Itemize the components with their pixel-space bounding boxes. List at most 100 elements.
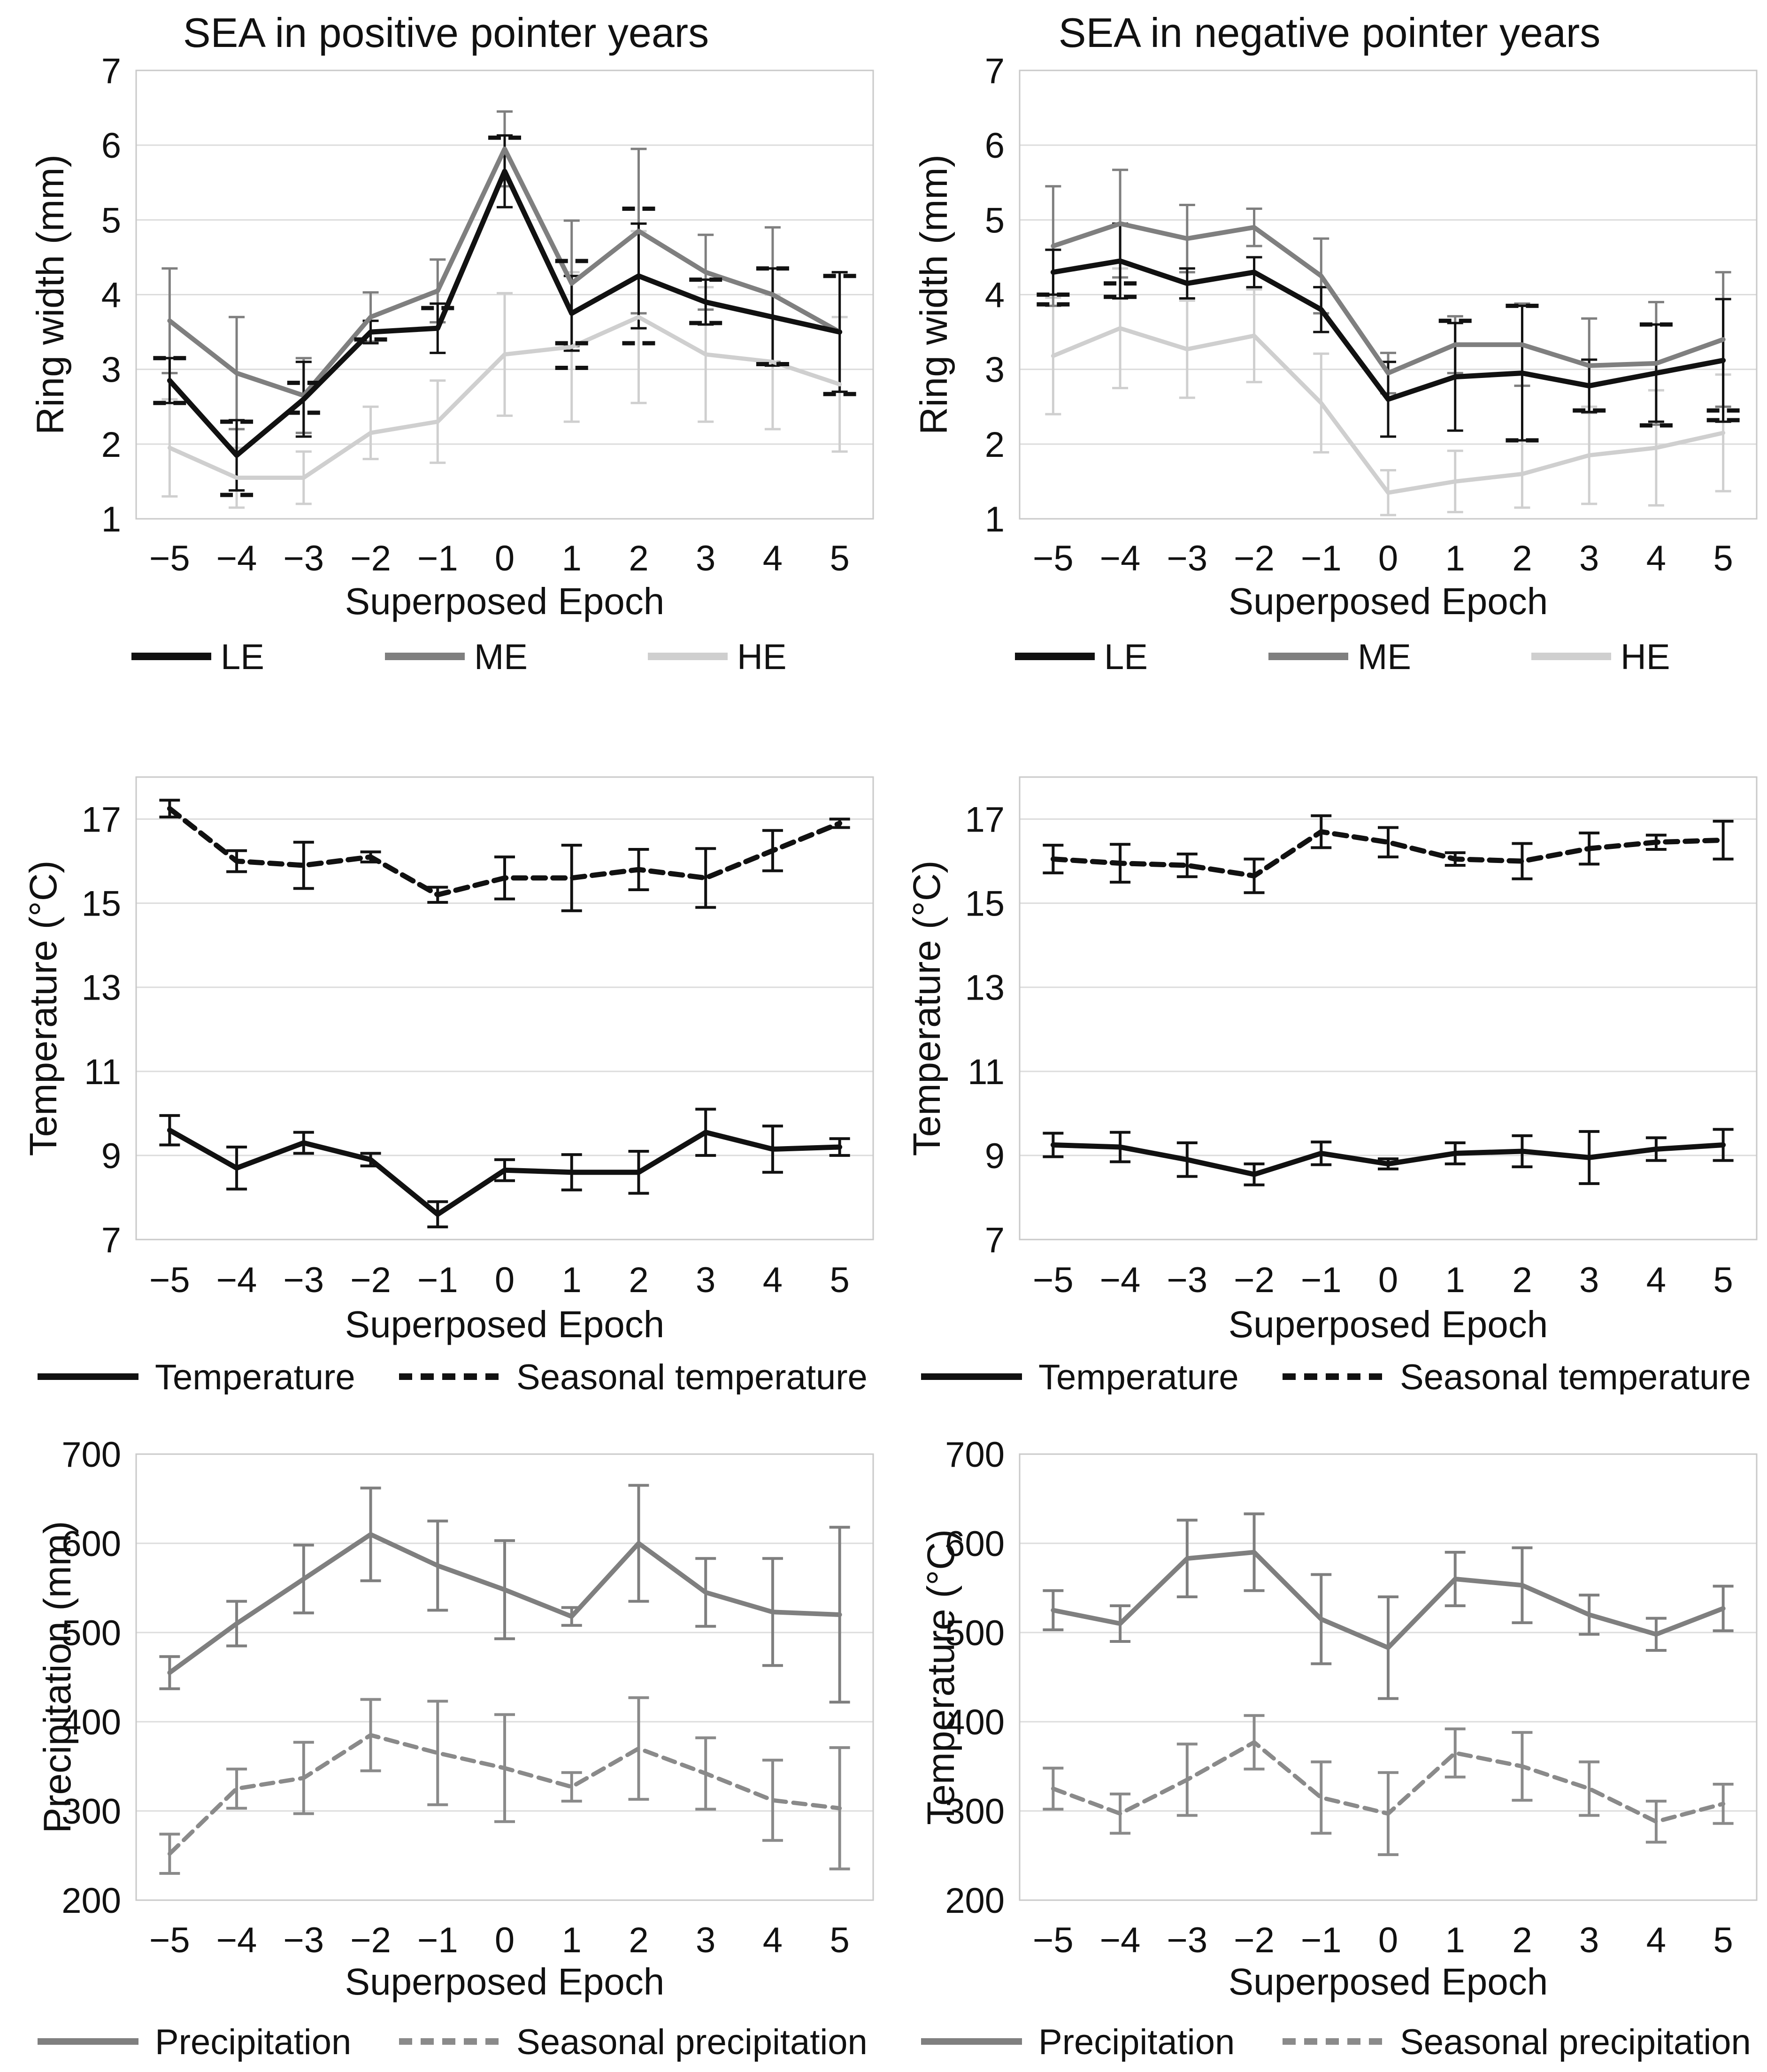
y-tick-label: 9 [101,1136,121,1176]
chart-temperature-positive: 17 15 13 11 9 7 Temperature (°C) −5 −4 −3 −2 −1 0 1 2 3… [22,776,874,1394]
legend-item-seasonal-precipitation: Seasonal precipitation [399,2022,868,2062]
y-tick-label: 500 [945,1613,1005,1653]
y-axis-label: Ring width (mm) [29,154,72,435]
y-tick-label: 400 [61,1702,121,1742]
x-tick-label: 2 [629,1920,648,1960]
legend-label: Seasonal precipitation [516,2022,868,2062]
x-tick-label: 5 [1713,539,1733,578]
series-line-Seasonal precipitation [1051,1740,1726,1824]
legend-label: Precipitation [1038,2022,1235,2062]
x-tick-label: 3 [1579,539,1599,578]
y-tick-label: 13 [965,968,1005,1008]
legend-item-temperature: Temperature [921,1357,1239,1394]
error-bars-Seasonal precipitation [1043,1714,1734,1856]
x-tick-label: 3 [696,539,715,578]
legend-item-le: LE [1015,637,1148,677]
legend-label: HE [737,637,787,677]
series-line-HE [1051,326,1726,495]
y-axis-label: Temperature (°C) [22,861,65,1156]
y-tick-label: 300 [945,1792,1005,1832]
x-tick-label: 1 [562,1920,582,1960]
panel-temperature-positive: 17 15 13 11 9 7 Temperature (°C) −5 −4 −3 −2 −1 0 1 2 3… [0,690,884,1394]
error-bars-Precipitation [159,1484,850,1704]
x-tick-label: −1 [417,539,458,578]
legend-item-me: ME [1268,637,1411,677]
legend-label: Precipitation [155,2022,351,2062]
x-tick-label: −2 [1234,1920,1275,1960]
x-axis-label: Superposed Epoch [345,1303,665,1345]
significance-dash-marks [153,135,856,497]
x-tick-label: 2 [1512,1920,1532,1960]
x-tick-label: 3 [696,1920,715,1960]
y-tick-label: 200 [945,1881,1005,1921]
panel-ring-width-positive: 7 6 5 4 3 2 1 SEA in positive pointer years Ring… [0,0,884,690]
y-tick-label: 13 [81,968,121,1008]
series-line-Temperature [1050,1142,1726,1177]
x-tick-label: −1 [417,1920,458,1960]
x-axis-label: Superposed Epoch [1229,1961,1548,2003]
x-tick-label: −5 [1033,1920,1074,1960]
plot-border [135,69,874,520]
y-tick-label: 17 [81,800,121,840]
legend-label: Temperature [155,1357,355,1394]
x-tick-label: 4 [1646,1920,1666,1960]
y-tick-label: 11 [84,1052,121,1092]
x-tick-label: 2 [1512,1260,1532,1300]
y-tick-label: 300 [61,1792,121,1832]
x-tick-label: −4 [1100,1260,1141,1300]
x-axis-label: Superposed Epoch [1229,580,1548,622]
error-bars-Seasonal temperature [159,799,850,912]
x-tick-label: −1 [1301,539,1342,578]
error-bars-Seasonal temperature [1043,814,1734,894]
x-tick-label: −5 [1033,539,1074,578]
y-tick-label: 1 [101,500,121,539]
x-tick-label: −4 [216,1920,257,1960]
y-tick-label: 700 [945,1435,1005,1475]
x-tick-label: −4 [1100,1920,1141,1960]
panel-temperature-negative: 17 15 13 11 9 7 Temperature (°C) −5 −4 −3 −2 −1 0 1 2 3… [884,690,1767,1394]
y-tick-label: 2 [101,425,121,465]
chart-precipitation-positive: 700 600 500 400 300 200 Precipitation (mm) −5 −4… [36,1435,874,2062]
x-tick-label: 4 [763,1920,783,1960]
legend-item-le: LE [131,637,264,677]
chart-title: SEA in positive pointer years [183,9,709,56]
x-tick-label: −3 [1167,539,1207,578]
x-tick-label: −3 [283,1260,324,1300]
plot-border [135,776,874,1240]
y-axis-label: Temperature (°C) [920,1529,962,1825]
x-tick-label: −3 [1167,1920,1207,1960]
error-bars-Temperature [159,1108,850,1229]
plot-border [1019,776,1758,1240]
legend-label: ME [1358,637,1411,677]
chart-title: SEA in negative pointer years [1059,9,1600,56]
x-tick-label: 0 [1378,1260,1398,1300]
y-tick-label: 15 [965,884,1005,924]
x-tick-label: 4 [1646,1260,1666,1300]
x-tick-label: 1 [562,1260,582,1300]
x-tick-label: −2 [1234,539,1275,578]
panel-ring-width-negative: 7 6 5 4 3 2 1 SEA in negative pointer years Ring… [884,0,1767,690]
plot-border [135,1453,874,1901]
y-tick-label: 4 [985,276,1005,316]
y-tick-label: 7 [985,1220,1005,1260]
y-tick-label: 2 [985,425,1005,465]
series-line-LE [167,169,843,458]
y-tick-label: 6 [985,126,1005,166]
y-tick-label: 7 [101,51,121,91]
series-line-Seasonal precipitation [167,1733,842,1856]
x-tick-label: 1 [1445,1920,1465,1960]
y-tick-label: 17 [965,800,1005,840]
x-tick-label: −2 [350,539,391,578]
x-tick-label: 0 [495,539,515,578]
y-axis-label: Temperature (°C) [906,861,948,1156]
x-tick-label: 0 [495,1920,515,1960]
x-tick-label: −4 [216,539,257,578]
legend-label: LE [221,637,264,677]
y-tick-label: 15 [81,884,121,924]
y-tick-label: 3 [985,350,1005,390]
legend-item-seasonal-precipitation: Seasonal precipitation [1283,2022,1751,2062]
panel-precipitation-negative: 700 600 500 400 300 200 Temperature (°C) −5 −4 −3… [884,1394,1767,2072]
x-tick-label: 2 [629,539,648,578]
x-tick-label: 1 [1445,1260,1465,1300]
